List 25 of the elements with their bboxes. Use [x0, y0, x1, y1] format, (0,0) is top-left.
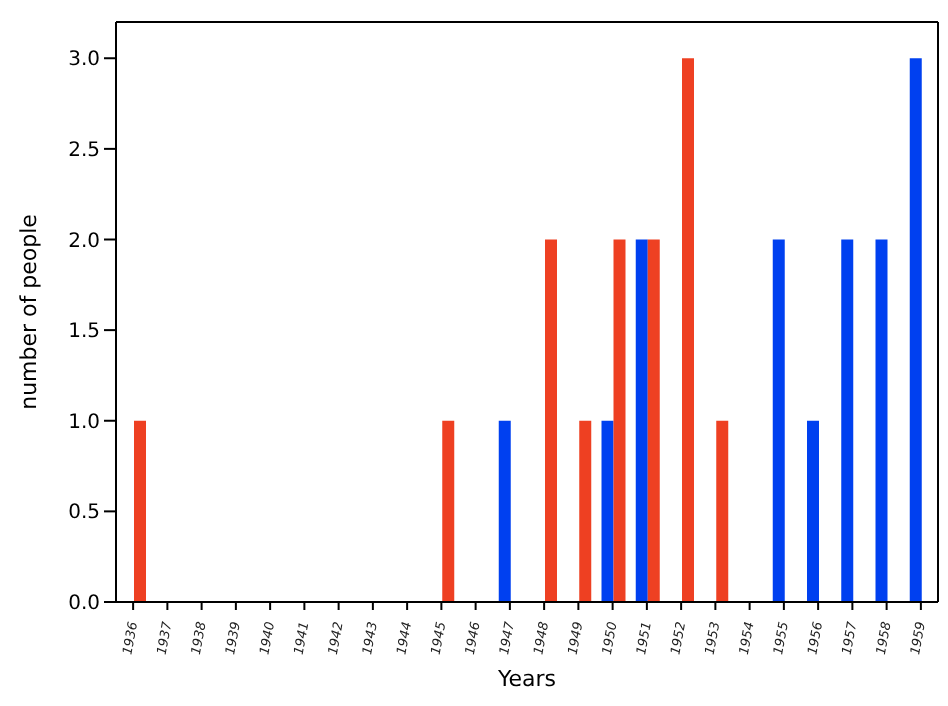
bar [875, 239, 888, 602]
bar [841, 239, 854, 602]
bar [498, 420, 511, 602]
bar [716, 420, 729, 602]
y-tick-label: 0.0 [68, 593, 100, 616]
x-axis-title: Years [495, 666, 557, 692]
bar [682, 58, 694, 602]
y-axis-title: number of people [15, 213, 42, 410]
y-tick-label: 2.0 [68, 230, 100, 253]
y-tick-label: 1.0 [68, 411, 100, 434]
y-tick-label: 2.5 [68, 139, 100, 162]
y-tick-label: 1.5 [68, 321, 100, 344]
bar [909, 58, 922, 602]
bar [772, 239, 785, 602]
bar [807, 420, 819, 602]
bar [545, 239, 557, 602]
bar [442, 420, 455, 602]
bar [134, 420, 146, 602]
y-tick-label: 3.0 [68, 49, 100, 72]
bar [635, 239, 648, 602]
bar [579, 420, 592, 602]
bar [613, 239, 626, 602]
y-tick-label: 0.5 [68, 502, 100, 525]
bar [647, 239, 660, 602]
bar [601, 420, 614, 602]
